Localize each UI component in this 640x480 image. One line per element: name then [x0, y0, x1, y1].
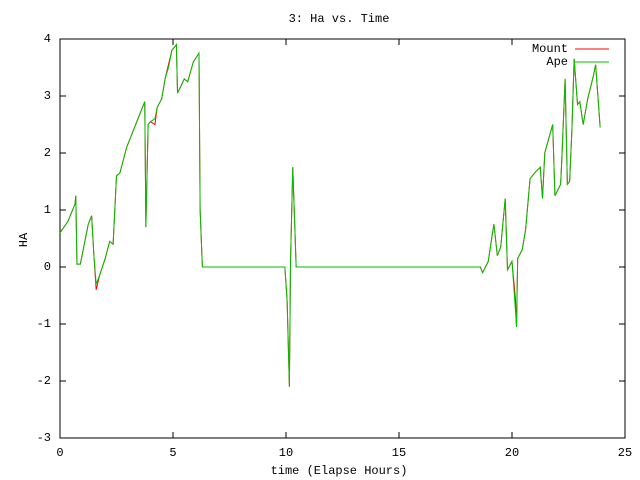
x-axis-label: time (Elapse Hours) — [271, 464, 408, 478]
y-axis-label: HA — [17, 232, 31, 247]
y-tick-label: 3 — [44, 89, 51, 103]
series-line — [59, 43, 601, 387]
y-tick-label: 1 — [44, 203, 51, 217]
x-tick-label: 20 — [505, 446, 519, 460]
x-tick-label: 0 — [56, 446, 63, 460]
y-tick-label: 0 — [44, 260, 51, 274]
legend-label: Ape — [546, 55, 568, 69]
x-tick-label: 5 — [169, 446, 176, 460]
y-tick-label: 4 — [44, 32, 51, 46]
y-tick-label: -1 — [37, 317, 51, 331]
chart-title: 3: Ha vs. Time — [289, 12, 390, 26]
x-tick-label: 25 — [618, 446, 632, 460]
y-tick-label: 2 — [44, 146, 51, 160]
legend-label: Mount — [532, 42, 568, 56]
y-tick-label: -2 — [37, 374, 51, 388]
x-tick-label: 10 — [279, 446, 293, 460]
x-tick-label: 15 — [392, 446, 406, 460]
plot-frame — [59, 38, 626, 439]
y-tick-label: -3 — [37, 431, 51, 445]
